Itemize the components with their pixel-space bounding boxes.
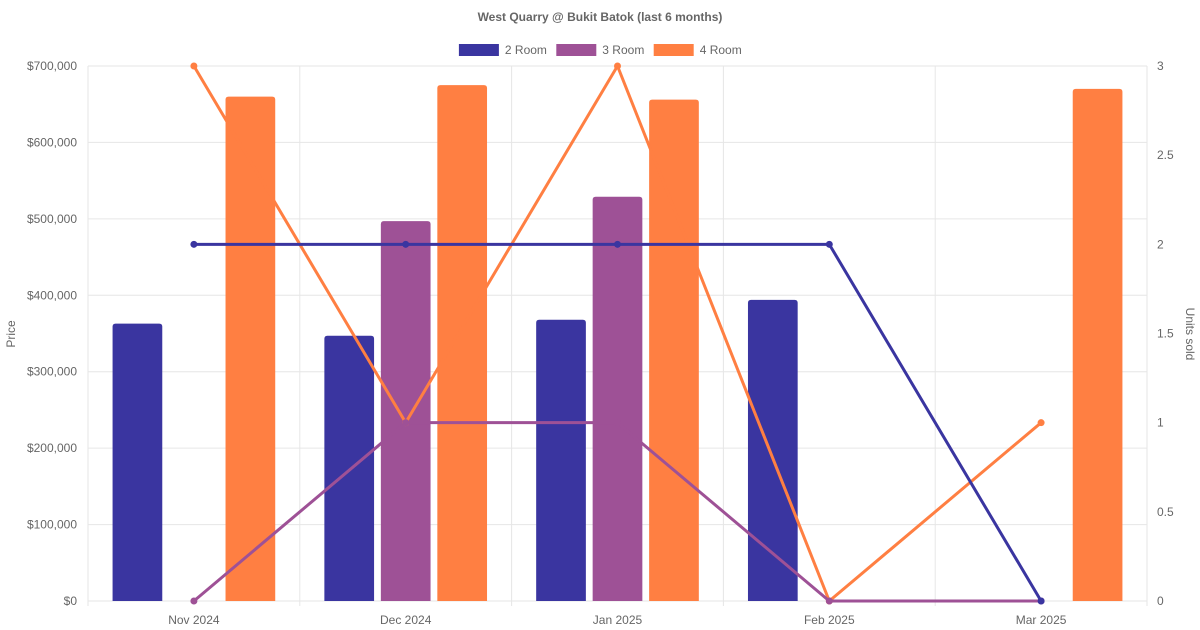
left-axis-title: Price bbox=[4, 320, 18, 348]
x-tick-label: Dec 2024 bbox=[380, 613, 432, 627]
units-point[interactable] bbox=[1037, 419, 1045, 427]
units-point[interactable] bbox=[825, 597, 833, 605]
left-tick-label: $400,000 bbox=[27, 288, 77, 302]
right-tick-label: 1 bbox=[1157, 416, 1164, 430]
x-tick-label: Nov 2024 bbox=[168, 613, 220, 627]
right-axis-ticks: 0 0.5 1 1.5 2 2.5 3 bbox=[1157, 59, 1174, 608]
units-point[interactable] bbox=[614, 419, 621, 427]
right-tick-label: 1.5 bbox=[1157, 327, 1174, 341]
units-point[interactable] bbox=[402, 240, 410, 248]
price-bar[interactable] bbox=[747, 299, 798, 601]
right-tick-label: 0.5 bbox=[1157, 505, 1174, 519]
units-point[interactable] bbox=[614, 62, 621, 70]
x-tick-label: Jan 2025 bbox=[593, 613, 643, 627]
chart-title: West Quarry @ Bukit Batok (last 6 months… bbox=[478, 10, 723, 24]
units-point[interactable] bbox=[614, 240, 621, 248]
legend-swatch bbox=[458, 44, 499, 56]
units-point[interactable] bbox=[190, 240, 198, 248]
legend-label: 4 Room bbox=[700, 43, 742, 57]
left-tick-label: $0 bbox=[64, 594, 78, 608]
x-tick-label: Mar 2025 bbox=[1016, 613, 1067, 627]
legend-item[interactable]: 3 Room bbox=[556, 43, 644, 57]
left-axis-ticks: $0 $100,000 $200,000 $300,000 $400,000 $500,0… bbox=[27, 59, 77, 608]
legend-label: 3 Room bbox=[602, 43, 644, 57]
x-axis-ticks: Nov 2024 Dec 2024 Jan 2025 Feb 2025 Mar 2025 bbox=[168, 613, 1067, 627]
legend-swatch bbox=[653, 44, 694, 56]
units-point[interactable] bbox=[402, 419, 410, 427]
units-point[interactable] bbox=[190, 62, 198, 70]
price-bar[interactable] bbox=[536, 319, 586, 601]
price-bar[interactable] bbox=[649, 99, 699, 601]
left-tick-label: $700,000 bbox=[27, 59, 77, 73]
left-tick-label: $600,000 bbox=[27, 135, 77, 149]
price-bar[interactable] bbox=[112, 323, 163, 601]
left-tick-label: $100,000 bbox=[27, 518, 77, 532]
price-bar[interactable] bbox=[225, 96, 276, 602]
legend-item[interactable]: 4 Room bbox=[653, 43, 742, 57]
right-tick-label: 2 bbox=[1157, 237, 1164, 251]
price-bar[interactable] bbox=[380, 221, 431, 601]
left-tick-label: $300,000 bbox=[27, 365, 77, 379]
right-tick-label: 0 bbox=[1157, 594, 1164, 608]
legend-label: 2 Room bbox=[505, 43, 547, 57]
legend[interactable]: 2 Room 3 Room 4 Room bbox=[458, 43, 742, 57]
units-point[interactable] bbox=[825, 240, 833, 248]
right-axis-title: Units sold bbox=[1183, 308, 1197, 361]
right-tick-label: 3 bbox=[1157, 59, 1164, 73]
legend-swatch bbox=[556, 44, 597, 56]
price-bar[interactable] bbox=[592, 196, 643, 601]
x-tick-label: Feb 2025 bbox=[804, 613, 855, 627]
unit-lines bbox=[190, 62, 1045, 605]
right-tick-label: 2.5 bbox=[1157, 148, 1174, 162]
left-tick-label: $500,000 bbox=[27, 212, 77, 226]
left-tick-label: $200,000 bbox=[27, 441, 77, 455]
units-point[interactable] bbox=[1037, 597, 1045, 605]
price-bar[interactable] bbox=[437, 85, 488, 602]
price-bar[interactable] bbox=[1072, 88, 1123, 601]
legend-item[interactable]: 2 Room bbox=[458, 43, 547, 57]
units-point[interactable] bbox=[190, 597, 198, 605]
bars bbox=[112, 85, 1123, 602]
